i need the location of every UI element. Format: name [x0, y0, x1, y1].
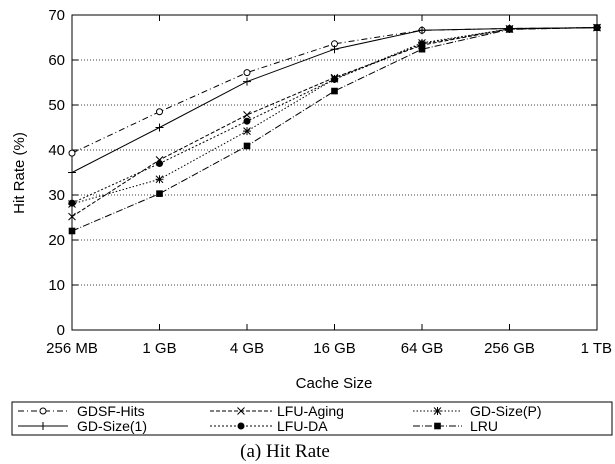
data-point [243, 111, 251, 119]
data-point [243, 69, 251, 77]
y-tick-label: 60 [48, 52, 65, 69]
data-point [418, 26, 426, 35]
y-axis-label: Hit Rate (%) [11, 132, 28, 214]
legend-label: GD-Size(P) [470, 403, 542, 419]
series-gd-size-1 [68, 23, 601, 177]
series-lru [68, 24, 601, 235]
data-point [331, 87, 338, 95]
legend-label: GD-Size(1) [77, 418, 147, 434]
data-point [243, 77, 251, 86]
y-axis-ticks: 0 10 20 30 40 50 60 70 [48, 7, 597, 339]
legend-entry: GDSF-Hits [18, 403, 145, 419]
data-point [243, 142, 251, 150]
y-tick-label: 40 [48, 142, 65, 159]
legend: GDSF-Hits LFU-Aging GD-Size(P) GD-Size(1) LF… [18, 403, 542, 434]
chart-caption: (a) Hit Rate [240, 441, 330, 462]
data-point [330, 45, 339, 54]
data-point [593, 24, 601, 31]
data-point [39, 407, 47, 415]
x-axis-ticks: 256 MB 1 GB 4 GB 16 GB 64 GB 256 GB 1 TB [46, 15, 612, 357]
x-tick-label: 1 GB [142, 340, 176, 357]
data-point [156, 160, 163, 167]
data-point [237, 422, 245, 430]
data-point [433, 407, 442, 415]
x-tick-label: 256 GB [484, 340, 535, 357]
x-tick-label: 1 TB [581, 340, 612, 357]
plot-frame [71, 14, 598, 331]
data-point [506, 26, 513, 33]
data-point [155, 175, 164, 184]
y-tick-label: 70 [48, 7, 65, 24]
y-tick-label: 20 [48, 232, 65, 249]
data-point [68, 227, 76, 235]
data-point [68, 199, 76, 207]
data-point [418, 45, 426, 53]
legend-box [11, 401, 613, 436]
data-point [39, 422, 47, 430]
data-point [156, 190, 163, 197]
data-point [331, 75, 338, 83]
data-point [434, 422, 441, 430]
x-axis-label: Cache Size [296, 375, 373, 392]
legend-label: LRU [470, 418, 498, 434]
data-point [418, 40, 426, 48]
x-tick-label: 64 GB [401, 340, 444, 357]
legend-entry: LFU-Aging [210, 403, 344, 419]
legend-entry: LFU-DA [210, 418, 328, 434]
y-tick-label: 50 [48, 97, 65, 114]
data-point [68, 149, 76, 157]
data-point [156, 108, 163, 116]
data-point [243, 117, 251, 125]
legend-entry: GD-Size(P) [413, 403, 542, 419]
legend-entry: LRU [413, 418, 498, 434]
y-tick-label: 10 [48, 277, 65, 294]
legend-label: LFU-DA [277, 418, 328, 434]
legend-label: GDSF-Hits [77, 403, 145, 419]
y-tick-label: 0 [57, 322, 65, 339]
x-tick-label: 4 GB [230, 340, 264, 357]
series-line [71, 27, 598, 218]
x-tick-label: 16 GB [313, 340, 356, 357]
series-lines [68, 23, 601, 235]
series-lfu-aging [68, 23, 601, 221]
data-point [68, 168, 76, 177]
data-point [155, 123, 164, 132]
series-line [71, 27, 598, 232]
legend-entry: GD-Size(1) [18, 418, 147, 434]
legend-label: LFU-Aging [277, 403, 344, 419]
x-tick-label: 256 MB [46, 340, 98, 357]
data-point [68, 212, 76, 221]
data-point [243, 127, 251, 136]
data-point [237, 407, 245, 415]
y-tick-label: 30 [48, 187, 65, 204]
